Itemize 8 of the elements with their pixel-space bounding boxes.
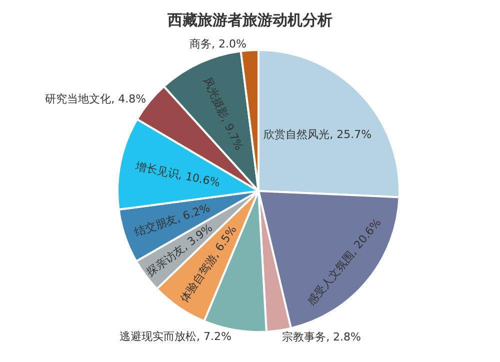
slice-label: 研究当地文化, 4.8% bbox=[45, 92, 146, 106]
slice-label: 宗教事务, 2.8% bbox=[282, 330, 362, 344]
slice-label: 商务, 2.0% bbox=[189, 37, 246, 50]
slice-label: 风光摄影, 9.7% bbox=[200, 75, 246, 152]
slice-label: 欣赏自然风光, 25.7% bbox=[264, 128, 372, 141]
slice-label: 增长见识, 10.6% bbox=[133, 159, 222, 190]
slice-label: 逃避现实而放松, 7.2% bbox=[119, 330, 232, 343]
chart-title: 西藏旅游者旅游动机分析 bbox=[166, 10, 332, 29]
